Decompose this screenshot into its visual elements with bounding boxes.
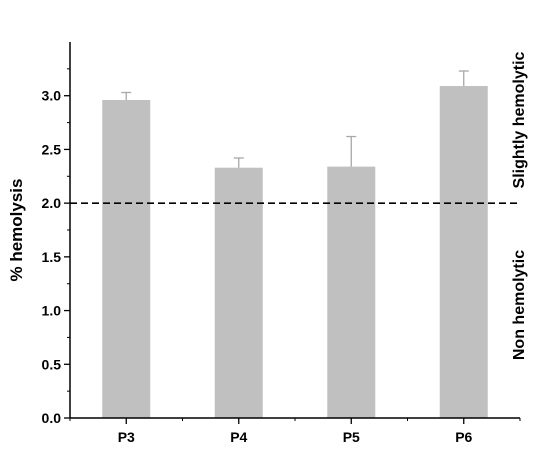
bar-p4	[214, 167, 263, 418]
bars-layer	[102, 86, 488, 419]
y-tick-label-1: 0.5	[42, 356, 62, 372]
x-tick-label-p3: P3	[118, 429, 135, 445]
bar-p3	[102, 100, 151, 419]
x-tick-label-p5: P5	[343, 429, 360, 445]
y-tick-label-5: 2.5	[42, 141, 62, 157]
bar-p5	[327, 166, 376, 418]
y-tick-label-0: 0.0	[42, 410, 62, 426]
y-tick-label-4: 2.0	[42, 195, 62, 211]
x-ticks-layer: P3 P4 P5 P6	[69, 418, 521, 445]
slightly-hemolytic-label: Slightly hemolytic	[511, 51, 528, 188]
y-tick-label-2: 1.0	[42, 303, 62, 319]
y-ticks-layer: 0.0 0.5 1.0 1.5 2.0 2.5 3.0	[42, 68, 70, 426]
x-tick-label-p6: P6	[455, 429, 472, 445]
x-tick-label-p4: P4	[230, 429, 247, 445]
y-tick-label-6: 3.0	[42, 88, 62, 104]
y-tick-label-3: 1.5	[42, 249, 62, 265]
y-axis-title: % hemolysis	[7, 179, 26, 282]
error-bars-layer	[121, 70, 469, 168]
non-hemolytic-label: Non hemolytic	[511, 250, 528, 360]
bar-p6	[439, 86, 488, 418]
